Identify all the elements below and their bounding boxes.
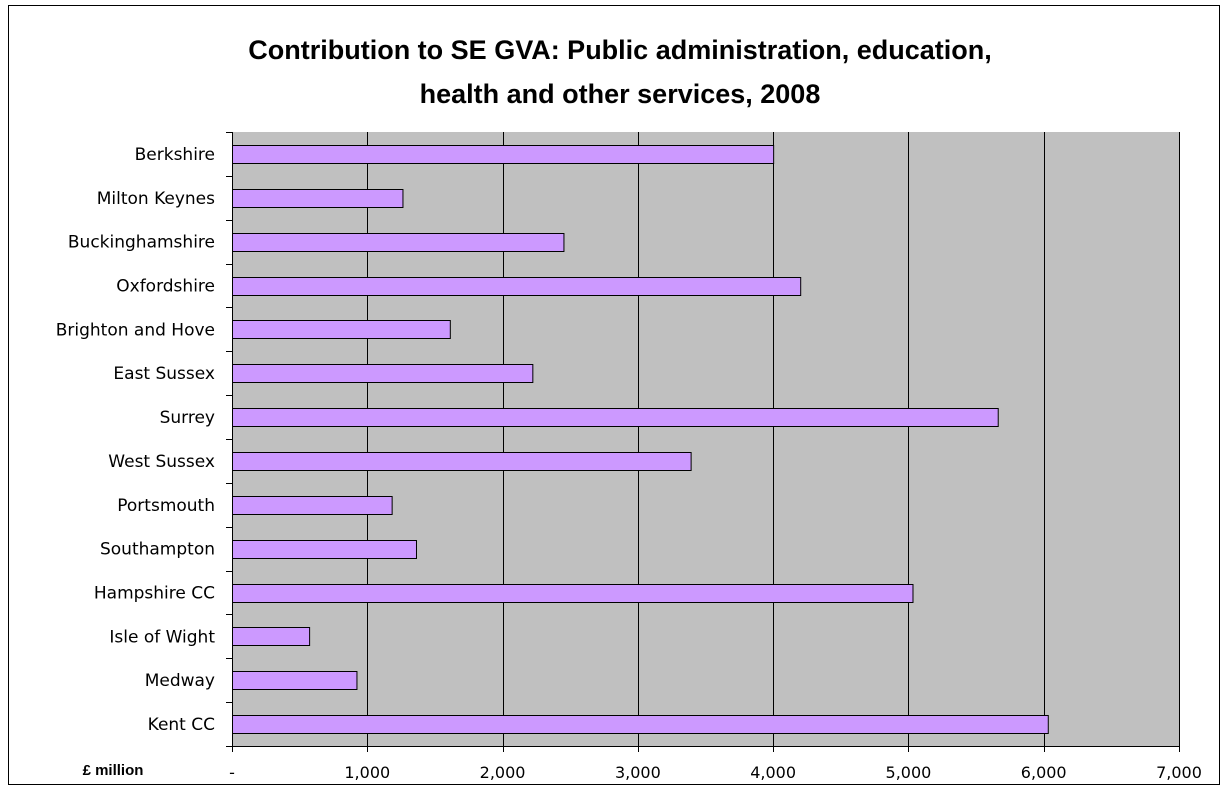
bar [232,496,393,515]
plot-area [232,132,1179,746]
bar [232,627,311,646]
category-labels: Berkshire Milton Keynes Buckinghamshire Oxf… [56,145,216,735]
bar [232,320,451,339]
bar [232,584,914,603]
category-label: East Sussex [113,364,215,384]
category-label: Surrey [160,408,215,428]
axes [226,132,1180,752]
x-tick-label: 6,000 [1021,763,1067,782]
x-tick-label: 1,000 [344,763,390,782]
bar [232,233,565,252]
bar [232,145,775,164]
bars [232,145,1049,734]
bar [232,540,417,559]
x-tick-label: 7,000 [1156,763,1202,782]
x-tick-label: 2,000 [480,763,526,782]
category-label: Portsmouth [117,496,215,516]
bar [232,715,1049,734]
category-label: Hampshire CC [94,584,215,604]
category-label: Oxfordshire [116,277,215,297]
category-label: West Sussex [108,452,215,472]
bar [232,189,404,208]
category-label: Medway [145,671,215,691]
x-tick-label: 3,000 [615,763,661,782]
unit-label: £ million [83,762,144,779]
chart-title-line-2: health and other services, 2008 [420,79,821,109]
category-label: Kent CC [148,715,215,735]
bar [232,364,534,383]
bar [232,408,999,427]
category-label: Brighton and Hove [56,320,215,340]
category-label: Milton Keynes [97,189,215,209]
category-label: Berkshire [135,145,215,165]
bar [232,671,358,690]
bar [232,277,802,296]
x-tick-label: 5,000 [886,763,932,782]
bar [232,452,692,471]
category-label: Buckinghamshire [68,233,215,253]
category-label: Southampton [100,540,215,560]
chart-title-line-1: Contribution to SE GVA: Public administr… [248,35,992,65]
x-tick-labels: - 1,000 2,000 3,000 4,000 5,000 6,000 7,000 [229,763,1202,782]
x-tick-label: 4,000 [750,763,796,782]
x-tick-label: - [229,763,235,782]
category-label: Isle of Wight [109,627,215,647]
